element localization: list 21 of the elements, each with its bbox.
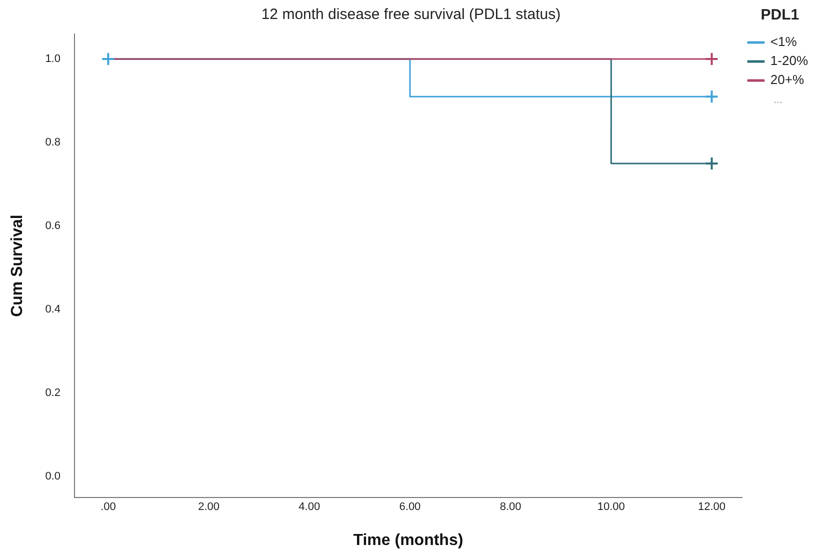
x-tick-label: 6.00 [399, 501, 421, 514]
x-tick-label: 8.00 [500, 501, 522, 514]
y-tick-label: 1.0 [45, 53, 60, 66]
y-axis-title: Cum Survival [9, 214, 26, 317]
text: ... [773, 94, 783, 106]
y-tick-label: 0.6 [45, 220, 60, 232]
y-tick-label: 0.0 [45, 470, 60, 483]
legend-title: PDL1 [760, 6, 800, 24]
y-tick-label: 0.2 [45, 387, 60, 400]
legend-label: <1% [770, 34, 798, 50]
legend-label: 20+% [770, 72, 804, 88]
legend-label: 1-20% [770, 53, 808, 68]
x-tick-label: 10.00 [597, 501, 625, 514]
x-axis-title: Time (months) [353, 532, 464, 549]
y-tick-label: 0.4 [45, 304, 60, 316]
y-tick-label: 0.8 [45, 136, 60, 149]
chart-title: 12 month disease free survival (PDL1 status) [261, 6, 561, 24]
x-tick-label: 2.00 [198, 501, 220, 514]
x-tick-label: 12.00 [698, 501, 726, 514]
x-tick-label: .00 [100, 501, 116, 514]
x-tick-label: 4.00 [298, 501, 320, 514]
